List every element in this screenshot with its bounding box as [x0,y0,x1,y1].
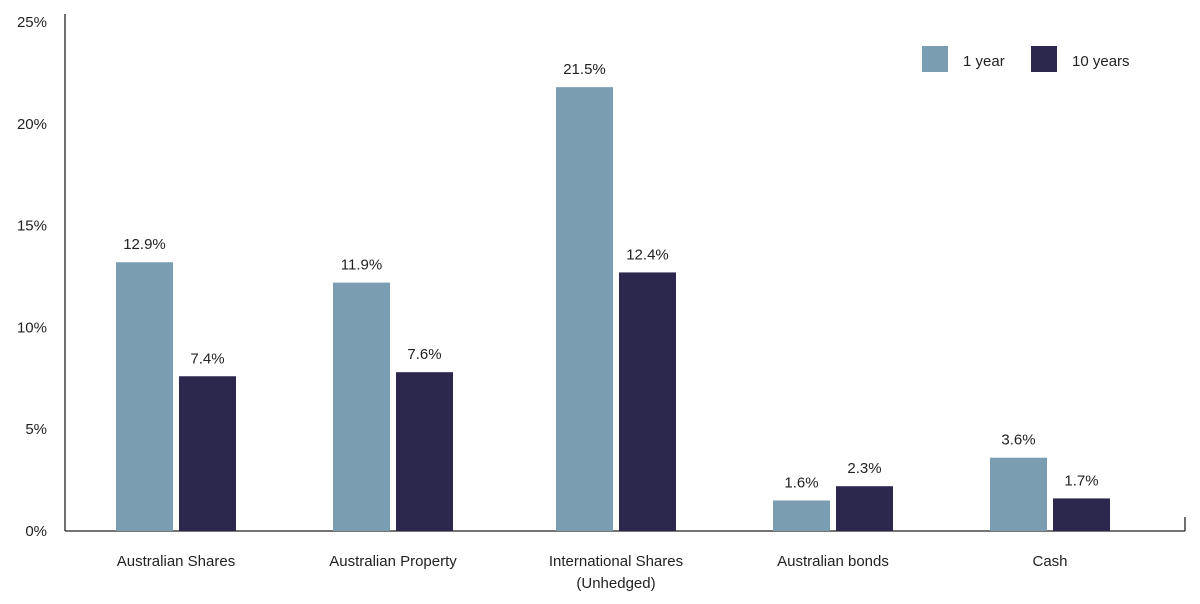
bar-ten-years [179,376,236,531]
y-tick-label: 25% [17,14,47,31]
y-axis: 0% 5% 10% 15% 20% 25% [17,14,66,540]
bar-ten-years [619,272,676,531]
legend: 1 year 10 years [922,46,1130,72]
y-tick-label: 10% [17,319,47,336]
data-label: 3.6% [1001,432,1035,449]
data-label: 12.4% [626,246,669,263]
data-label: 12.9% [123,236,166,253]
x-tick-label: Australian Property [329,553,457,570]
legend-label: 1 year [963,53,1005,70]
y-tick-label: 20% [17,116,47,133]
legend-swatch [1031,46,1057,72]
data-label: 1.7% [1064,472,1098,489]
legend-swatch [922,46,948,72]
bar-ten-years [1053,498,1110,531]
bar-one-year [556,87,613,531]
y-tick-label: 0% [25,523,47,540]
x-axis: Australian Shares Australian Property Inte… [65,517,1186,592]
legend-label: 10 years [1072,53,1130,70]
x-tick-label: Australian bonds [777,553,889,570]
data-label: 11.9% [341,257,382,274]
bar-one-year [333,282,390,531]
x-tick-label: International Shares (Unhedged) [549,553,683,592]
bar-ten-years [836,486,893,531]
y-tick-label: 15% [17,218,47,235]
data-label: 7.6% [407,346,441,363]
x-tick-label: Australian Shares [117,553,235,570]
bars [116,87,1110,531]
bar-one-year [116,262,173,531]
bar-one-year [773,500,830,531]
data-label: 2.3% [847,460,881,477]
data-labels: 12.9% 7.4% 11.9% 7.6% 21.5% 12.4% 1.6% 2.3% 3.6%… [123,61,1098,491]
bar-ten-years [396,372,453,531]
y-tick-label: 5% [25,421,47,438]
x-tick-label: Cash [1032,553,1067,570]
bar-one-year [990,457,1047,531]
data-label: 21.5% [563,61,606,78]
data-label: 1.6% [784,474,818,491]
data-label: 7.4% [190,350,224,367]
